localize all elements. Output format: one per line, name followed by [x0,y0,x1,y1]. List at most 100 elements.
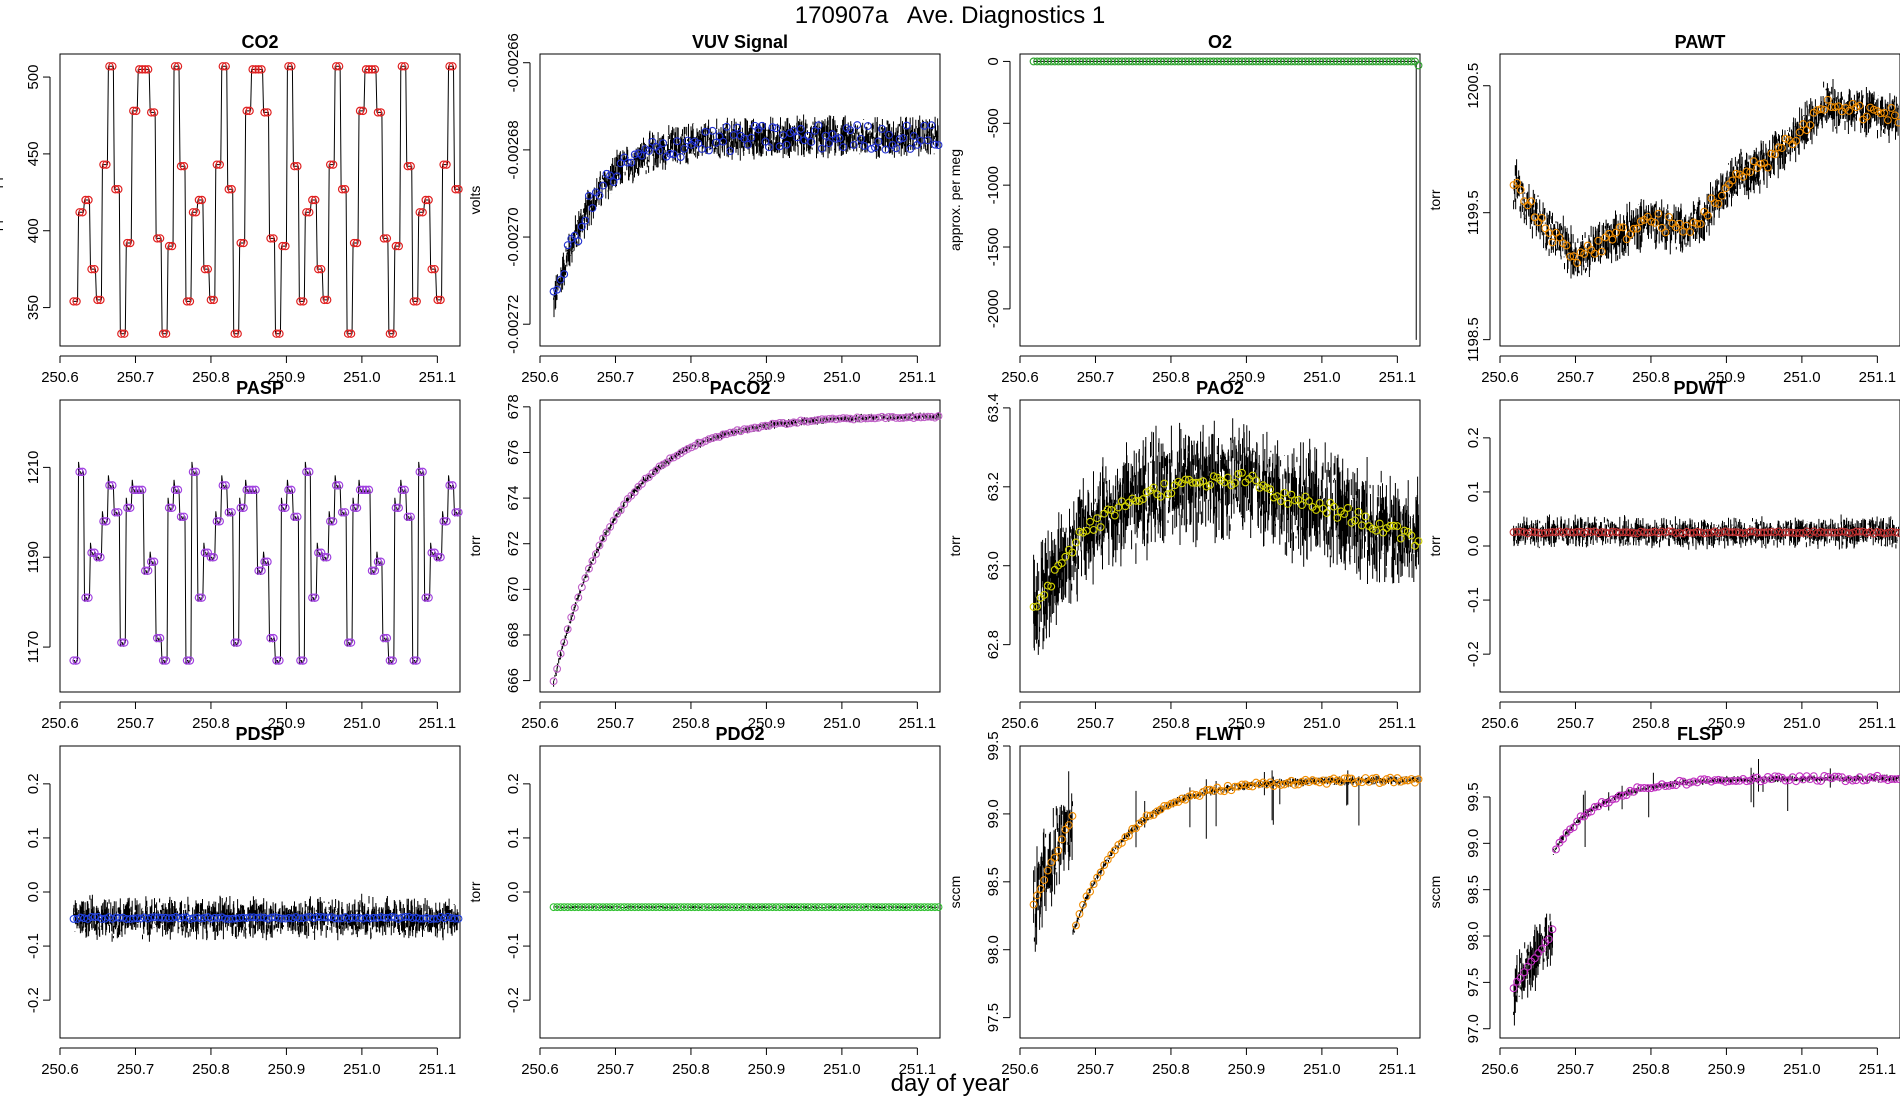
data-point [1414,537,1423,546]
data-point [712,433,720,441]
data-point [436,295,445,305]
data-point [1710,199,1719,207]
y-tick-label: 97.0 [1465,1014,1482,1043]
data-point [1382,775,1391,784]
y-axis-label: torr [1427,535,1443,556]
data-point [409,656,418,665]
data-point [553,664,562,673]
x-tick-label: 250.9 [268,1061,306,1078]
y-tick-label: 98.5 [1465,875,1482,904]
data-point [1375,519,1384,528]
data-point [902,121,911,130]
data-point [138,65,147,74]
data-point [1894,528,1900,537]
x-axis: 250.6 250.7 250.8 250.9 251.0 251.1 [1481,701,1896,732]
data-point [1110,846,1119,855]
data-point [421,593,430,602]
data-point [574,237,583,246]
data-point [1389,521,1398,530]
y-tick-label: -2000 [985,290,1002,328]
data-point [132,106,141,116]
data-point [1562,241,1571,250]
data-point [825,139,833,148]
data-point [1029,602,1038,611]
data-point [1848,776,1857,785]
data-point [373,108,383,117]
data-point [209,553,219,562]
data-point [1619,223,1628,232]
series-pasp [69,461,463,665]
data-point [1245,782,1253,790]
data-point [687,443,696,452]
data-point [1089,880,1098,889]
data-point [108,62,117,71]
data-point [1767,149,1776,158]
data-point [867,144,876,153]
data-point [1876,109,1885,118]
data-point [1693,219,1702,228]
data-point [757,121,766,130]
x-axis: 250.6 250.7 250.8 250.9 251.0 251.1 [41,1047,456,1078]
data-point [1043,866,1052,875]
data-point [1128,824,1137,833]
data-point [391,503,401,513]
data-point [1103,505,1112,514]
chart-title: VUV Signal [692,32,788,52]
data-point [355,106,365,116]
data-point [257,65,266,74]
data-point [340,185,350,194]
data-point [361,65,371,74]
x-tick-label: 251.0 [1303,715,1341,732]
data-point [1298,501,1306,509]
data-point [1305,497,1313,506]
chart-panel-pdwt: PDWT torr 250.6 250.7 250.8 250.9 251.0 251.1 -0… [1427,378,1900,732]
data-point [248,65,257,74]
data-point [155,633,165,643]
data-point [1703,211,1712,220]
data-point [1816,105,1825,114]
data-point [167,503,177,513]
x-tick-label: 250.8 [1632,369,1670,386]
data-point [1054,846,1063,855]
data-point [1036,885,1045,893]
x-tick-label: 250.8 [672,715,710,732]
x-tick-label: 250.6 [1001,1061,1039,1078]
data-point [1569,823,1578,832]
data-point [72,656,81,665]
data-point [254,65,263,74]
data-point [923,136,932,145]
data-point [379,234,389,243]
x-tick-label: 251.0 [1303,369,1341,386]
x-tick-label: 250.7 [1557,369,1595,386]
data-point [185,656,195,665]
data-point [1612,228,1620,237]
plot-frame [1019,53,1421,347]
data-point [1717,191,1726,200]
data-point [934,141,943,150]
data-point [606,523,615,531]
x-tick-label: 251.1 [419,369,457,386]
data-point [563,625,572,634]
x-tick-label: 250.8 [1152,1061,1190,1078]
data-point [185,297,195,306]
data-point [233,329,242,338]
data-point [1266,485,1275,494]
data-point [93,295,102,305]
data-point [427,548,436,557]
data-point [325,160,335,169]
data-point [1728,176,1737,185]
data-point [275,656,284,665]
y-tick-label: 62.8 [985,630,1002,659]
data-point [123,238,132,248]
data-point [1650,218,1659,227]
data-point [680,144,689,153]
data-point [361,485,371,495]
data-point [406,512,415,522]
data-point [1333,513,1342,522]
x-tick-label: 250.9 [1228,1061,1266,1078]
data-point [146,557,156,566]
data-point [218,62,227,71]
data-point [245,485,254,495]
y-axis: 350 400 450 500 [25,65,51,320]
x-axis: 250.6 250.7 250.8 250.9 251.0 251.1 [1001,355,1416,386]
